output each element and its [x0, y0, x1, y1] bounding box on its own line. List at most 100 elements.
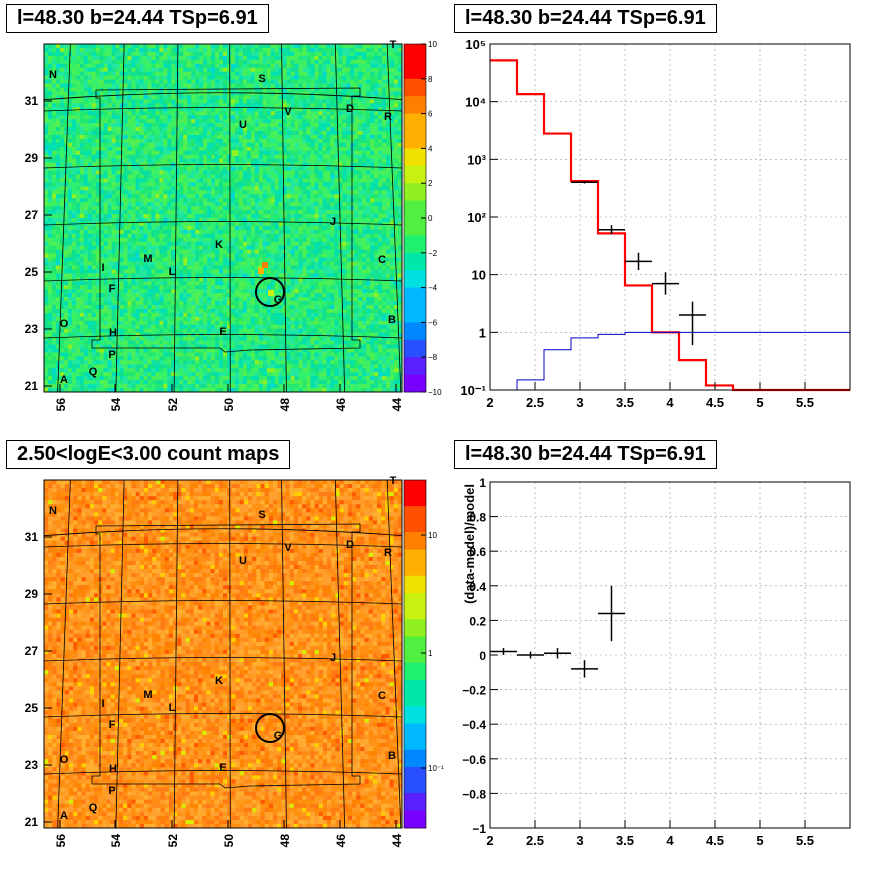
map-pixel [286, 237, 291, 243]
map-pixel [358, 170, 363, 175]
map-pixel [91, 253, 97, 258]
map-pixel [63, 245, 69, 250]
map-pixel [338, 87, 343, 92]
map-pixel [175, 249, 180, 254]
map-pixel [230, 245, 236, 250]
map-pixel [119, 218, 124, 223]
map-pixel [199, 214, 204, 219]
map-pixel [374, 150, 379, 156]
map-pixel [91, 99, 97, 104]
map-pixel [346, 174, 351, 179]
map-pixel [127, 170, 132, 175]
map-pixel [103, 218, 108, 223]
map-pixel [242, 55, 248, 61]
map-pixel [191, 103, 196, 108]
map-pixel [47, 229, 53, 235]
map-pixel [266, 79, 272, 84]
map-pixel [238, 150, 244, 156]
map-pixel [59, 253, 65, 258]
map-pixel [330, 67, 335, 72]
map-pixel [223, 71, 228, 76]
map-pixel [350, 186, 355, 191]
map-pixel [159, 146, 164, 152]
map-pixel [250, 210, 256, 215]
map-pixel [302, 186, 307, 191]
map-pixel [195, 95, 200, 100]
map-pixel [374, 71, 379, 76]
map-pixel [107, 131, 112, 136]
map-pixel [151, 131, 156, 136]
map-pixel [246, 138, 252, 144]
map-pixel [151, 182, 156, 187]
map-pixel [318, 214, 323, 219]
map-pixel [219, 182, 224, 187]
map-pixel [211, 166, 216, 171]
map-pixel [139, 67, 144, 72]
map-pixel [167, 253, 172, 258]
map-pixel [167, 127, 172, 132]
map-pixel [246, 95, 252, 100]
map-pixel [338, 154, 343, 159]
map-pixel [258, 198, 264, 203]
map-pixel [207, 186, 212, 191]
map-pixel [290, 127, 295, 132]
map-pixel [350, 63, 355, 69]
map-pixel [394, 245, 399, 250]
map-pixel [362, 158, 367, 163]
map-pixel [123, 67, 128, 72]
map-pixel [346, 225, 351, 231]
map-pixel [135, 194, 140, 199]
map-pixel [199, 202, 204, 207]
map-pixel [242, 95, 248, 100]
map-pixel [223, 190, 228, 195]
map-pixel [83, 111, 89, 116]
map-pixel [203, 194, 208, 199]
map-pixel [230, 51, 236, 57]
map-pixel [334, 257, 339, 262]
map-pixel [167, 150, 172, 156]
map-pixel [246, 75, 252, 80]
map-pixel [191, 198, 196, 203]
map-pixel [75, 47, 81, 53]
map-pixel [183, 150, 188, 156]
map-pixel [199, 182, 204, 187]
map-pixel [294, 190, 299, 195]
map-pixel [127, 44, 132, 49]
map-pixel [59, 218, 65, 223]
map-pixel [374, 233, 379, 239]
map-pixel [378, 44, 383, 49]
map-pixel [91, 123, 97, 128]
map-pixel [191, 261, 196, 266]
map-pixel [234, 182, 240, 187]
map-pixel [334, 111, 339, 116]
map-pixel [183, 95, 188, 100]
map-pixel [270, 170, 276, 175]
map-pixel [211, 63, 216, 69]
map-pixel [219, 178, 224, 183]
map-pixel [47, 182, 53, 187]
map-pixel [71, 131, 77, 136]
map-pixel [238, 194, 244, 199]
map-pixel [362, 115, 367, 120]
map-pixel [326, 123, 331, 128]
map-pixel [282, 134, 287, 140]
map-pixel [334, 221, 339, 227]
map-pixel [238, 198, 244, 203]
map-pixel [286, 142, 291, 148]
map-pixel [242, 178, 248, 183]
map-pixel [298, 229, 303, 235]
map-pixel [358, 206, 363, 211]
map-pixel [378, 103, 383, 108]
map-pixel [219, 253, 224, 258]
map-pixel [358, 146, 363, 152]
map-pixel [211, 210, 216, 215]
map-pixel [207, 107, 212, 112]
map-pixel [203, 91, 208, 96]
map-pixel [266, 59, 272, 65]
map-pixel [163, 182, 168, 187]
map-pixel [314, 241, 319, 246]
map-pixel [378, 245, 383, 250]
map-pixel [159, 115, 164, 120]
map-pixel [354, 162, 359, 167]
map-pixel [254, 79, 260, 84]
